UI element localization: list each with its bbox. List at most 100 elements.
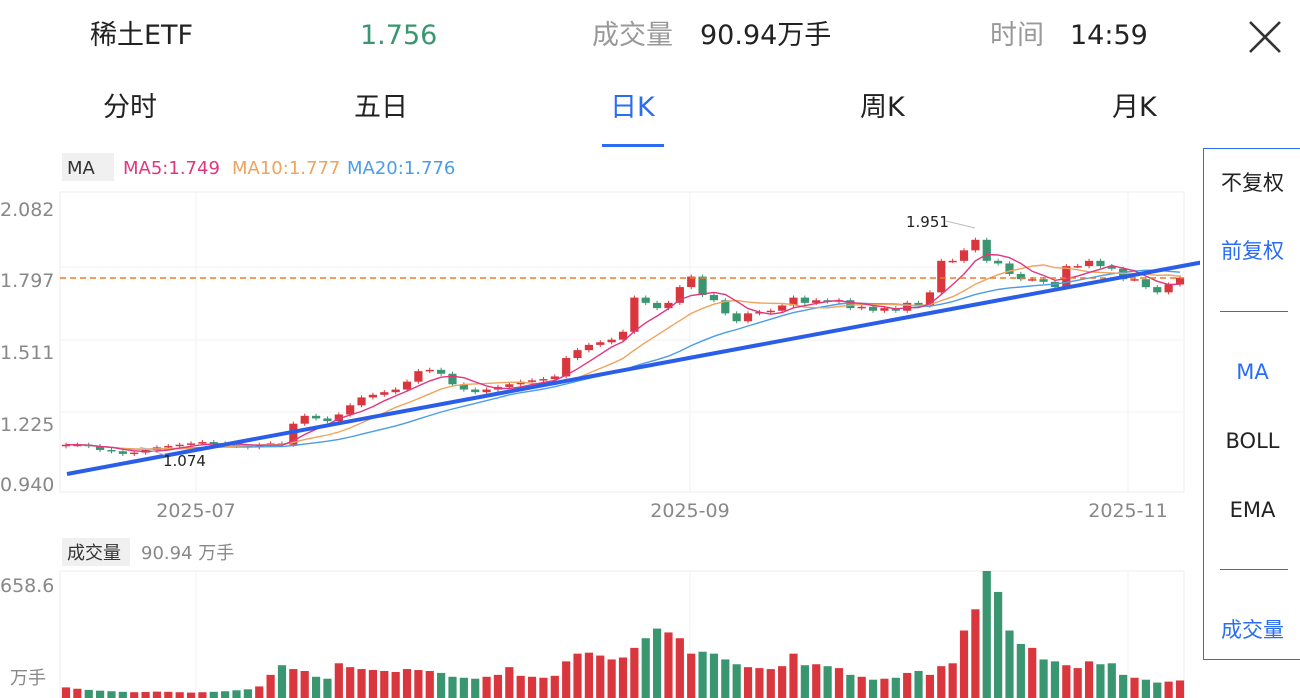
volume-bar: [755, 668, 764, 698]
volume-bar: [448, 676, 457, 698]
candle: [618, 329, 628, 342]
candle: [789, 295, 798, 308]
low-marker-label: 1.074: [163, 452, 206, 470]
candle: [300, 413, 309, 426]
volume-bar: [1107, 663, 1116, 698]
candle: [175, 442, 184, 449]
volume-bar: [84, 689, 93, 698]
candle: [482, 387, 491, 395]
candle: [368, 392, 378, 400]
candle: [948, 258, 957, 263]
candle: [846, 298, 855, 311]
volume-bar: [800, 665, 809, 698]
candle: [1096, 258, 1105, 269]
close-icon[interactable]: [1246, 18, 1284, 56]
volume-bar: [880, 678, 889, 698]
candle: [311, 413, 321, 421]
kline-chart[interactable]: MA MA5:1.749 MA10:1.777 MA20:1.776 2.082…: [0, 148, 1200, 698]
volume-bar: [209, 691, 218, 698]
candle: [118, 449, 127, 457]
high-marker-label: 1.951: [906, 213, 949, 231]
tab-daily-k[interactable]: 日K: [610, 92, 655, 123]
trend-line[interactable]: [66, 244, 1200, 476]
volume-bar: [653, 628, 662, 698]
candle: [653, 300, 662, 311]
volume-bar: [437, 672, 446, 698]
candle: [709, 292, 719, 303]
volume-bar: [721, 659, 730, 698]
volume-bar: [868, 679, 878, 698]
volume-panel-label: 成交量: [67, 543, 121, 564]
option-ema[interactable]: EMA: [1229, 498, 1276, 522]
volume-bar: [789, 653, 798, 698]
volume-bar: [516, 675, 525, 698]
candle: [743, 311, 753, 324]
candle: [687, 274, 696, 290]
volume-bar: [903, 672, 912, 698]
volume-bar: [596, 655, 605, 698]
volume-bar: [1005, 630, 1014, 698]
volume-bar: [857, 676, 866, 698]
time-value: 14:59: [1070, 20, 1148, 51]
volume-bar: [562, 661, 571, 698]
volume-bar: [311, 676, 321, 698]
volume-bar: [766, 669, 775, 698]
volume-bar: [152, 691, 162, 698]
volume-bar: [1016, 644, 1025, 698]
candle: [857, 304, 866, 311]
volume-bar: [266, 674, 275, 698]
candle: [357, 395, 366, 408]
candle: [982, 237, 991, 263]
volume-bars: [61, 571, 1185, 698]
chart-options-panel: 不复权 前复权 MA BOLL EMA 成交量: [1203, 148, 1300, 660]
volume-bar: [607, 659, 616, 698]
ma10-line: [66, 264, 1181, 450]
volume-bar: [698, 651, 707, 698]
last-price: 1.756: [360, 20, 438, 51]
volume-bar: [1073, 668, 1082, 698]
volume-bar: [1096, 664, 1105, 698]
tab-monthly-k[interactable]: 月K: [1112, 92, 1157, 123]
indicator-tag: MA: [67, 158, 96, 179]
option-no-adjust[interactable]: 不复权: [1221, 171, 1284, 195]
candle: [778, 303, 787, 313]
volume-bar: [61, 687, 71, 698]
volume-bar: [493, 674, 503, 698]
ma10-legend: MA10:1.777: [232, 158, 340, 179]
volume-panel-frame: [59, 570, 1185, 698]
tab-weekly-k[interactable]: 周K: [860, 92, 905, 123]
volume-bar: [232, 690, 241, 698]
volume-bar: [175, 692, 184, 698]
volume-bar: [164, 691, 173, 698]
candle: [96, 443, 105, 453]
candle: [584, 342, 593, 353]
volume-bar: [289, 669, 298, 698]
candle: [641, 295, 650, 305]
candle: [61, 442, 71, 449]
volume-label: 成交量: [592, 20, 673, 51]
option-forward-adjust[interactable]: 前复权: [1221, 239, 1284, 263]
volume-bar: [1028, 647, 1037, 698]
low-marker-line: [139, 446, 166, 456]
candle: [1084, 258, 1094, 269]
divider: [1220, 569, 1288, 570]
ma20-legend: MA20:1.776: [347, 158, 455, 179]
date-axis-label: 2025-07: [156, 500, 235, 522]
volume-bar: [1153, 682, 1162, 698]
price-axis-label: 1.225: [0, 414, 54, 436]
volume-bar: [959, 630, 969, 698]
volume-bar: [414, 670, 423, 698]
price-axis-label: 0.940: [0, 474, 54, 496]
option-volume[interactable]: 成交量: [1221, 618, 1284, 642]
candle: [380, 390, 389, 397]
tab-five-day[interactable]: 五日: [354, 92, 408, 123]
candle: [994, 258, 1003, 266]
candle: [959, 248, 969, 263]
option-ma[interactable]: MA: [1236, 360, 1269, 384]
tab-intraday[interactable]: 分时: [103, 92, 157, 123]
volume-bar: [937, 666, 946, 698]
option-boll[interactable]: BOLL: [1225, 429, 1280, 453]
volume-bar: [709, 653, 719, 698]
volume-bar: [357, 669, 366, 698]
candle: [1141, 277, 1150, 290]
